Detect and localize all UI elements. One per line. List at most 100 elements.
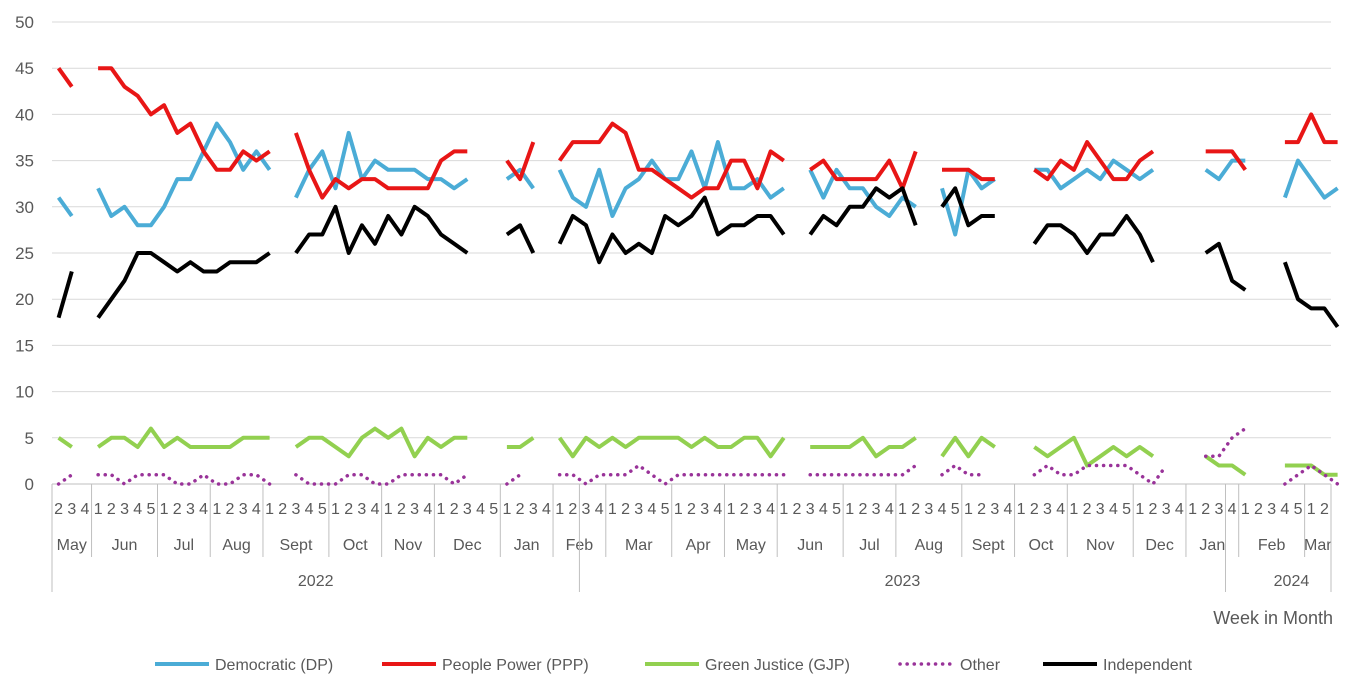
week-tick-label: 2	[344, 501, 353, 518]
week-tick-label: 2	[568, 501, 577, 518]
month-label: Jul	[859, 537, 879, 554]
series-line-segment	[96, 426, 270, 449]
series-line-segment	[808, 463, 918, 477]
week-tick-label: 4	[938, 501, 947, 518]
series-line-segment	[294, 132, 468, 200]
y-tick-label: 35	[15, 152, 34, 171]
week-tick-label: 3	[529, 501, 538, 518]
week-tick-label: 1	[608, 501, 617, 518]
week-tick-label: 4	[819, 501, 828, 518]
week-tick-label: 4	[199, 501, 208, 518]
series-line-segment	[1034, 158, 1155, 191]
week-tick-label: 1	[1069, 501, 1078, 518]
week-tick-label: 2	[1320, 501, 1329, 518]
month-label: Apr	[686, 537, 712, 554]
week-tick-label: 1	[898, 501, 907, 518]
series-line-segment	[940, 435, 996, 459]
series-line-segment	[810, 435, 917, 459]
week-tick-label: 3	[67, 501, 76, 518]
week-tick-label: 3	[1214, 501, 1223, 518]
month-label: Nov	[394, 537, 422, 554]
week-tick-label: 4	[371, 501, 380, 518]
series-line-segment	[294, 130, 469, 199]
week-tick-label: 1	[331, 501, 340, 518]
y-tick-label: 30	[15, 198, 34, 217]
week-tick-label: 4	[595, 501, 604, 518]
week-tick-label: 5	[489, 501, 498, 518]
legend-label: Green Justice (GJP)	[705, 657, 850, 674]
y-tick-label: 40	[15, 105, 34, 124]
week-tick-label: 3	[806, 501, 815, 518]
month-label: Dec	[1145, 537, 1173, 554]
series-line-segment	[1033, 140, 1155, 182]
series-line-segment	[506, 436, 535, 449]
series-line-segment	[1284, 463, 1338, 477]
week-tick-label: 2	[793, 501, 802, 518]
week-tick-label: 3	[291, 501, 300, 518]
series-line-segment	[1033, 435, 1155, 468]
series-line-segment	[57, 436, 73, 449]
series-line-segment	[808, 186, 918, 236]
series-line-segment	[557, 435, 786, 459]
month-label: Feb	[1258, 537, 1286, 554]
week-tick-label: 1	[1307, 501, 1316, 518]
legend-item: Green Justice (GJP)	[645, 657, 850, 674]
series-line-segment	[557, 140, 785, 218]
series-green-justice-gjp	[57, 426, 1338, 477]
week-tick-label: 2	[226, 501, 235, 518]
series-independent	[56, 186, 1340, 329]
week-tick-label: 5	[951, 501, 960, 518]
week-tick-label: 4	[1228, 501, 1237, 518]
week-tick-label: 1	[1017, 501, 1026, 518]
series-line-segment	[808, 167, 917, 218]
week-tick-label: 3	[1096, 501, 1105, 518]
month-label: Mar	[1304, 537, 1332, 554]
series-line-segment	[505, 473, 522, 486]
series-line-segment	[96, 473, 272, 486]
week-tick-label: 3	[410, 501, 419, 518]
week-tick-label: 3	[186, 501, 195, 518]
legend-item: Other	[898, 657, 1001, 674]
month-label: Jan	[1199, 537, 1225, 554]
month-label: Oct	[343, 537, 368, 554]
series-line-segment	[56, 270, 74, 319]
series-line-segment	[56, 473, 74, 486]
week-tick-label: 2	[687, 501, 696, 518]
week-tick-label: 4	[133, 501, 142, 518]
week-tick-label: 5	[1122, 501, 1131, 518]
week-tick-label: 3	[1043, 501, 1052, 518]
series-line-segment	[294, 204, 469, 255]
week-tick-label: 4	[81, 501, 90, 518]
week-tick-label: 3	[1267, 501, 1276, 518]
series-line-segment	[1283, 158, 1339, 200]
week-tick-label: 1	[437, 501, 446, 518]
week-tick-label: 1	[964, 501, 973, 518]
series-line-segment	[1205, 149, 1247, 171]
gridlines	[52, 21, 1331, 485]
week-tick-label: 4	[1280, 501, 1289, 518]
week-tick-label: 2	[173, 501, 182, 518]
series-line-segment	[1203, 426, 1248, 459]
month-label: Mar	[625, 537, 653, 554]
week-tick-label: 4	[252, 501, 261, 518]
legend-label: Independent	[1103, 657, 1193, 674]
series-line-segment	[96, 121, 272, 228]
month-label: Jun	[112, 537, 138, 554]
week-tick-label: 3	[120, 501, 129, 518]
legend-label: Other	[960, 657, 1001, 674]
y-axis-ticks: 0 5 10 15 20 25 30 35 40 45 50	[15, 13, 34, 494]
week-tick-label: 2	[1030, 501, 1039, 518]
week-tick-label: 2	[278, 501, 287, 518]
week-tick-label: 1	[779, 501, 788, 518]
week-tick-label: 1	[384, 501, 393, 518]
year-label: 2023	[885, 573, 921, 590]
month-label: May	[736, 537, 766, 554]
week-tick-label: 4	[305, 501, 314, 518]
week-tick-label: 4	[476, 501, 485, 518]
week-tick-label: 4	[542, 501, 551, 518]
series-line-segment	[940, 186, 995, 228]
week-tick-label: 1	[555, 501, 564, 518]
week-tick-label: 3	[753, 501, 762, 518]
week-tick-label: 2	[54, 501, 63, 518]
week-tick-label: 4	[713, 501, 722, 518]
